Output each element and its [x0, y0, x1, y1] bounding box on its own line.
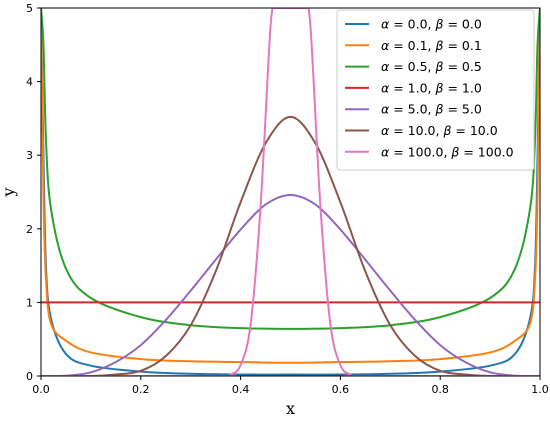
series-line-4 [41, 193, 540, 376]
y-tick-label: 5 [26, 2, 33, 15]
y-tick-label: 1 [26, 296, 33, 309]
legend-item: α = 10.0, β = 10.0 [345, 123, 498, 138]
legend-label: α = 0.1, β = 0.1 [381, 38, 482, 53]
legend: α = 0.0, β = 0.0 α = 0.1, β = 0.1 α = 0.5,… [336, 9, 535, 171]
legend-label: α = 5.0, β = 5.0 [381, 102, 482, 117]
series-line-1 [41, 8, 540, 364]
series-line-2 [41, 8, 540, 330]
legend-label: α = 10.0, β = 10.0 [381, 123, 498, 138]
series-line-5 [41, 115, 540, 376]
x-tick-label: 1.0 [531, 383, 549, 396]
x-tick-label: 0.4 [232, 383, 250, 396]
y-tick-label: 0 [26, 370, 33, 383]
plot-lines [41, 8, 540, 376]
x-tick-label: 0.2 [132, 383, 150, 396]
legend-label: α = 100.0, β = 100.0 [381, 144, 514, 159]
legend-item: α = 1.0, β = 1.0 [345, 80, 482, 95]
legend-label: α = 0.5, β = 0.5 [381, 59, 482, 74]
y-tick-label: 4 [26, 76, 33, 89]
plot-frame [40, 7, 541, 377]
legend-label: α = 1.0, β = 1.0 [381, 80, 482, 95]
legend-box [336, 9, 535, 171]
y-tick-label: 2 [26, 223, 33, 236]
legend-item: α = 0.5, β = 0.5 [345, 59, 482, 74]
y-tick-label: 3 [26, 149, 33, 162]
x-axis-label: x [286, 399, 295, 418]
legend-label: α = 0.0, β = 0.0 [381, 17, 482, 32]
legend-item: α = 5.0, β = 5.0 [345, 102, 482, 117]
legend-item: α = 0.0, β = 0.0 [345, 17, 482, 32]
legend-item: α = 0.1, β = 0.1 [345, 38, 482, 53]
legend-item: α = 100.0, β = 100.0 [345, 144, 514, 159]
series-line-6 [41, 8, 540, 376]
x-tick-label: 0.8 [431, 383, 449, 396]
x-axis: 0.0 0.2 0.4 0.6 0.8 1.0 [32, 376, 549, 396]
x-tick-label: 0.6 [332, 383, 350, 396]
y-axis-label: y [0, 187, 18, 197]
x-tick-label: 0.0 [32, 383, 50, 396]
y-axis: 0 1 2 3 4 5 [26, 2, 41, 383]
